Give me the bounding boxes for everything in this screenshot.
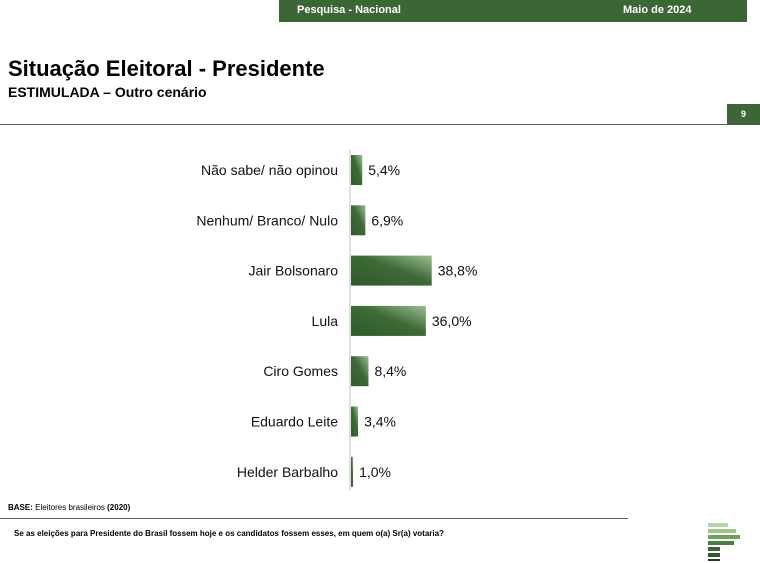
bar xyxy=(351,406,359,437)
bar-chart: Não sabe/ não opinou 5,4% Nenhum/ Branco/ … xyxy=(196,150,478,490)
bar xyxy=(351,305,426,336)
category-label: Eduardo Leite xyxy=(251,414,338,430)
base-label: BASE: xyxy=(8,503,33,512)
value-label: 36,0% xyxy=(432,313,472,329)
category-label: Nenhum/ Branco/ Nulo xyxy=(196,212,338,228)
category-label: Helder Barbalho xyxy=(237,464,338,480)
bar xyxy=(351,255,432,286)
category-label: Não sabe/ não opinou xyxy=(201,162,338,178)
value-label: 5,4% xyxy=(368,162,400,178)
base-year: (2020) xyxy=(107,503,131,512)
category-label: Lula xyxy=(312,313,339,329)
bar xyxy=(351,356,369,387)
page-subtitle: ESTIMULADA – Outro cenário xyxy=(8,84,207,100)
value-label: 6,9% xyxy=(371,212,403,228)
logo-icon xyxy=(708,523,740,561)
value-label: 8,4% xyxy=(374,363,406,379)
category-label: Jair Bolsonaro xyxy=(249,263,339,279)
survey-question: Se as eleições para Presidente do Brasil… xyxy=(14,529,444,538)
page-title: Situação Eleitoral - Presidente xyxy=(8,56,325,81)
survey-label: Pesquisa - Nacional xyxy=(297,4,401,16)
bar xyxy=(351,205,366,236)
header-divider xyxy=(0,124,727,125)
page-number-badge: 9 xyxy=(727,104,760,125)
bar xyxy=(351,155,363,185)
header-bar: Pesquisa - Nacional Maio de 2024 xyxy=(279,0,747,22)
value-label: 38,8% xyxy=(438,263,478,279)
footer-divider xyxy=(0,518,628,519)
category-label: Ciro Gomes xyxy=(263,363,338,379)
base-note: BASE: Eleitores brasileiros (2020) xyxy=(8,503,130,512)
value-label: 1,0% xyxy=(359,464,391,480)
base-text: Eleitores brasileiros xyxy=(32,503,108,512)
survey-date: Maio de 2024 xyxy=(623,4,692,16)
value-label: 3,4% xyxy=(364,414,396,430)
bar xyxy=(351,456,354,487)
